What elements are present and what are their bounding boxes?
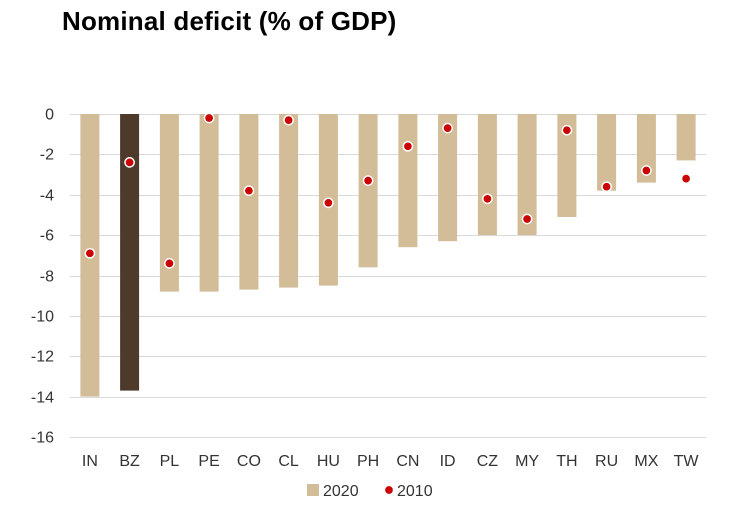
x-tick-label: MY — [515, 453, 539, 470]
y-tick-label: -6 — [40, 228, 54, 245]
bar-series-2020 — [80, 114, 696, 397]
y-tick-label: -12 — [31, 349, 54, 366]
legend-swatch-2020 — [307, 484, 319, 496]
bar-2020-tw — [676, 114, 696, 161]
y-tick-label: -10 — [31, 309, 54, 326]
marker-series-2010 — [84, 112, 692, 269]
marker-2010-my — [521, 213, 533, 225]
marker-2010-tw — [680, 173, 692, 184]
marker-2010-th — [561, 124, 573, 136]
x-axis: IN BZ PL PE CO CL HU PH CN ID CZ MY TH RU MX TW — [82, 453, 700, 470]
bar-2020-id — [438, 114, 458, 242]
marker-2010-in — [84, 247, 96, 259]
bar-2020-cl — [279, 114, 299, 288]
bar-2020-mx — [636, 114, 656, 183]
x-tick-label: CL — [278, 453, 299, 470]
x-tick-label: PH — [357, 453, 379, 470]
marker-2010-bz — [124, 157, 135, 168]
chart-title: Nominal deficit (% of GDP) — [62, 6, 397, 36]
x-tick-label: CZ — [477, 453, 499, 470]
bar-2020-ru — [597, 114, 617, 191]
legend: 2020 2010 — [307, 483, 433, 500]
marker-2010-ph — [362, 175, 374, 186]
y-tick-label: -16 — [31, 430, 54, 447]
marker-2010-ru — [601, 181, 612, 193]
y-tick-label: -2 — [40, 147, 54, 164]
legend-label-2010: 2010 — [397, 483, 433, 500]
y-tick-label: -4 — [40, 188, 54, 205]
y-tick-label: -14 — [31, 390, 54, 407]
x-tick-label: HU — [317, 453, 340, 470]
x-tick-label: TH — [556, 453, 577, 470]
bar-2020-th — [557, 114, 577, 217]
marker-2010-pe — [203, 112, 215, 124]
y-tick-label: 0 — [45, 107, 54, 124]
legend-label-2020: 2020 — [323, 483, 359, 500]
x-tick-label: RU — [595, 453, 618, 470]
marker-2010-hu — [323, 197, 334, 209]
x-tick-label: IN — [82, 453, 98, 470]
marker-2010-co — [243, 185, 255, 197]
bar-2020-bz — [120, 114, 140, 391]
y-tick-label: -8 — [40, 269, 54, 286]
marker-2010-cn — [402, 140, 414, 152]
bar-2020-pe — [199, 114, 219, 292]
marker-2010-cz — [482, 193, 493, 205]
bar-2020-ph — [358, 114, 378, 268]
bar-2020-pl — [159, 114, 179, 292]
x-tick-label: TW — [674, 453, 700, 470]
x-tick-label: BZ — [119, 453, 140, 470]
marker-2010-cl — [283, 114, 294, 126]
marker-2010-pl — [164, 258, 175, 269]
bar-2020-cz — [477, 114, 497, 236]
marker-2010-mx — [641, 165, 652, 176]
x-tick-label: CO — [237, 453, 261, 470]
legend-swatch-2010 — [383, 484, 395, 496]
bar-2020-my — [517, 114, 537, 236]
bar-2020-cn — [398, 114, 418, 248]
x-tick-label: CN — [396, 453, 419, 470]
bar-2020-co — [239, 114, 259, 290]
x-tick-label: PE — [198, 453, 219, 470]
x-tick-label: MX — [634, 453, 658, 470]
x-tick-label: PL — [160, 453, 180, 470]
x-tick-label: ID — [440, 453, 456, 470]
y-axis: 0 -2 -4 -6 -8 -10 -12 -14 -16 — [31, 107, 54, 447]
marker-2010-id — [442, 122, 453, 134]
